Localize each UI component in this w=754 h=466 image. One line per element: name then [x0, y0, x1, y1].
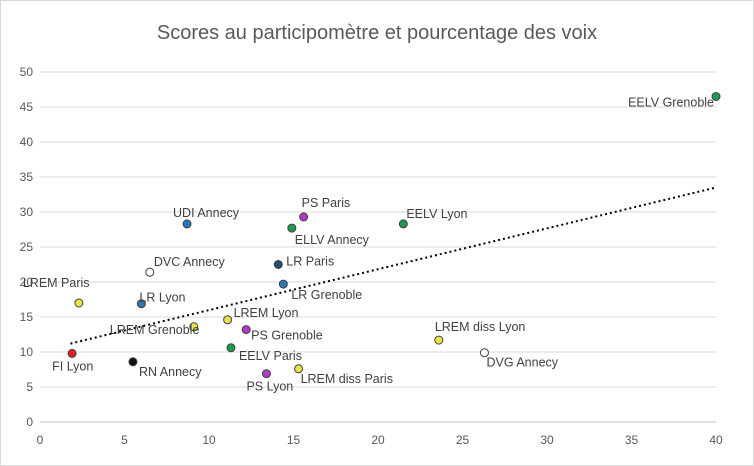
point-label: PS Lyon: [246, 380, 293, 394]
point-label: ELLV Annecy: [295, 233, 370, 247]
data-point: [223, 315, 233, 325]
data-point: [74, 298, 84, 308]
y-tick-label: 45: [20, 100, 34, 114]
y-tick-label: 35: [20, 170, 34, 184]
x-tick-label: 10: [202, 433, 216, 447]
point-label: DVC Annecy: [154, 255, 226, 269]
point-label: EELV Grenoble: [628, 96, 714, 110]
linear-trendline: [70, 186, 717, 345]
x-tick-label: 15: [287, 433, 301, 447]
data-point: [67, 348, 77, 358]
data-point: [711, 92, 721, 101]
x-tick-label: 25: [456, 433, 470, 447]
data-point: [278, 279, 288, 289]
point-label: LREM diss Lyon: [435, 320, 526, 334]
point-label: LREM diss Paris: [301, 372, 393, 386]
point-label: RN Annecy: [139, 365, 202, 379]
point-label: LREM Paris: [23, 276, 90, 290]
y-tick-label: 40: [20, 135, 34, 149]
y-tick-label: 0: [26, 415, 33, 429]
data-point: [261, 369, 271, 379]
y-tick-label: 20: [20, 275, 34, 289]
point-label: EELV Lyon: [406, 207, 467, 221]
x-tick-label: 40: [709, 433, 723, 447]
point-label: EELV Paris: [239, 349, 302, 363]
point-label: PS Grenoble: [251, 329, 323, 343]
y-tick-label: 25: [20, 240, 34, 254]
y-tick-label: 50: [20, 65, 34, 79]
point-label: LR Paris: [286, 255, 334, 269]
data-point: [189, 322, 199, 332]
point-label: UDI Annecy: [173, 206, 240, 220]
x-tick-label: 5: [121, 433, 128, 447]
y-tick-label: 5: [26, 380, 33, 394]
x-tick-label: 0: [37, 433, 44, 447]
point-label: LREM Lyon: [234, 306, 299, 320]
data-point: [145, 267, 155, 277]
x-tick-label: 30: [540, 433, 554, 447]
y-tick-label: 30: [20, 205, 34, 219]
data-points: [67, 92, 721, 379]
point-label: DVG Annecy: [486, 356, 558, 370]
point-labels: EELV Grenoble UDI Annecy PS Paris ELLV Anne…: [23, 96, 714, 394]
data-point: [398, 219, 408, 229]
point-label: LR Lyon: [139, 291, 185, 305]
point-label: LR Grenoble: [291, 288, 362, 302]
data-point: [273, 260, 283, 269]
point-label: PS Paris: [302, 196, 351, 210]
data-point: [479, 348, 489, 358]
data-point: [294, 364, 304, 374]
y-tick-label: 10: [20, 345, 34, 359]
data-point: [287, 223, 297, 233]
y-tick-label: 15: [20, 310, 34, 324]
chart-title: Scores au participomètre et pourcentage …: [157, 22, 597, 44]
gridlines: [40, 71, 716, 423]
data-point: [299, 212, 309, 222]
data-point: [136, 299, 146, 309]
data-point: [241, 325, 251, 335]
data-point: [128, 357, 138, 367]
point-label: FI Lyon: [52, 359, 93, 373]
axes: 0 5 10 15 20 25 30 35 40 45 50 0 5 10 15 20 25 30 35 40: [20, 65, 723, 447]
point-label: LREM Grenoble: [110, 323, 200, 337]
x-tick-label: 20: [371, 433, 385, 447]
x-tick-label: 35: [625, 433, 639, 447]
data-point: [434, 335, 444, 345]
data-point: [226, 343, 236, 353]
data-point: [182, 219, 192, 229]
trendline: [70, 186, 717, 345]
